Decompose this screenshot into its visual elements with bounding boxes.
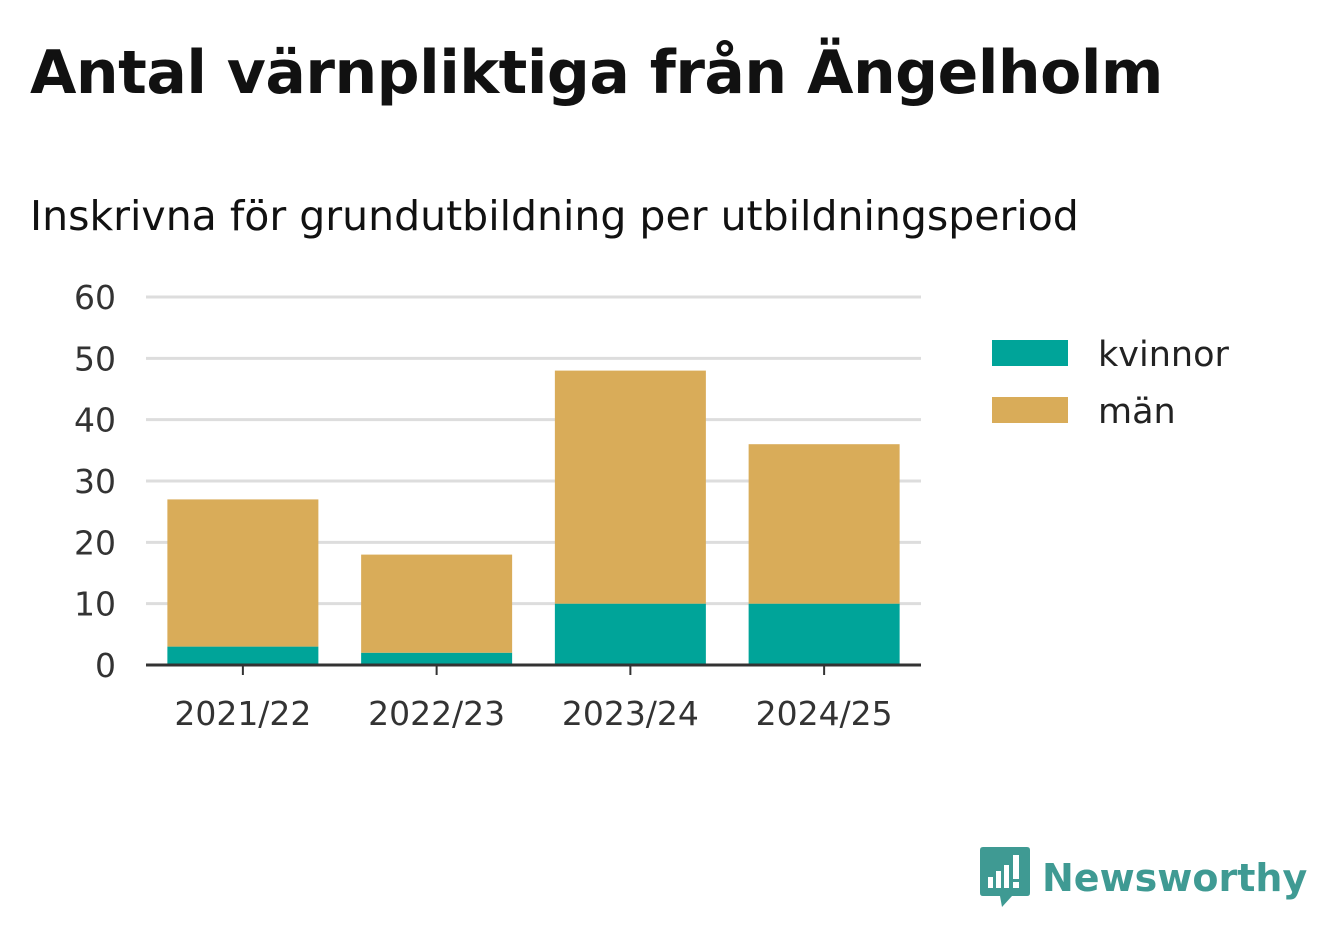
chart-subtitle: Inskrivna för grundutbildning per utbild… (30, 192, 1079, 240)
legend: kvinnor män (992, 335, 1229, 432)
y-tick-label: 60 (74, 278, 116, 317)
y-tick-label: 10 (74, 585, 116, 624)
y-axis-ticks: 0 10 20 30 40 50 60 (74, 278, 116, 685)
y-tick-label: 20 (74, 523, 116, 562)
x-tick-label: 2024/25 (756, 694, 893, 733)
y-tick-label: 50 (74, 339, 116, 378)
brand-name: Newsworthy (1042, 856, 1308, 900)
y-tick-label: 0 (95, 646, 116, 685)
legend-swatch (992, 340, 1068, 366)
x-axis: 2021/22 2022/23 2023/24 2024/25 (146, 663, 921, 733)
bar-kvinnor-2021-22 (167, 646, 319, 665)
y-tick-label: 40 (74, 401, 116, 440)
newsworthy-logo-icon (980, 847, 1030, 907)
x-tick-label: 2021/22 (174, 694, 311, 733)
x-tick-label: 2023/24 (562, 694, 699, 733)
bar-män-2023-24 (554, 370, 706, 604)
bar-män-2021-22 (167, 499, 319, 647)
legend-label: män (1098, 392, 1176, 432)
bar-män-2024-25 (748, 444, 900, 604)
y-tick-label: 30 (74, 462, 116, 501)
legend-label: kvinnor (1098, 335, 1229, 375)
bar-män-2022-23 (361, 554, 513, 653)
bars (167, 370, 900, 665)
bar-kvinnor-2023-24 (554, 603, 706, 665)
legend-swatch (992, 397, 1068, 423)
bar-kvinnor-2024-25 (748, 603, 900, 665)
x-tick-label: 2022/23 (368, 694, 505, 733)
newsworthy-brand: Newsworthy (980, 846, 1307, 910)
chart-title: Antal värnpliktiga från Ängelholm (30, 38, 1163, 108)
bar-kvinnor-2022-23 (361, 652, 513, 665)
